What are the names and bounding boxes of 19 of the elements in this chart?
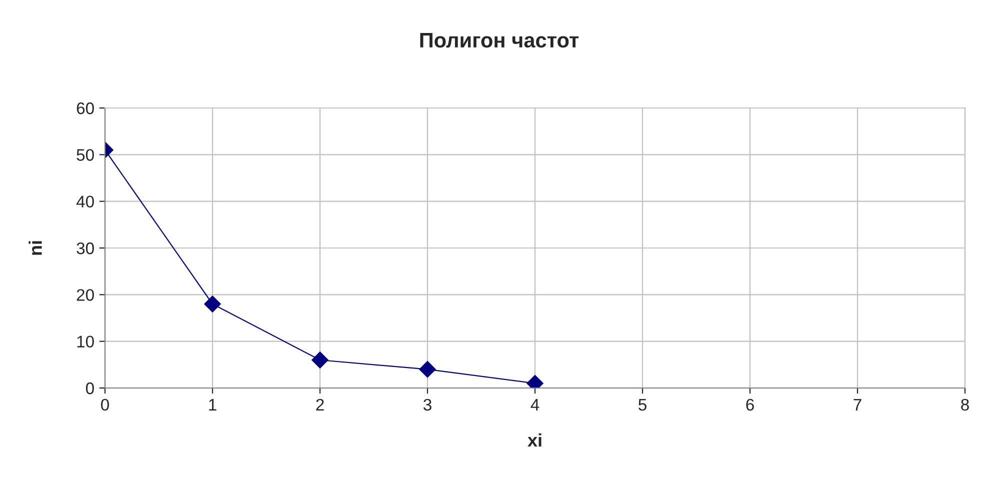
x-tick-label: 4: [530, 399, 540, 410]
chart-title: Полигон частот: [420, 33, 579, 48]
x-tick-label: 7: [854, 399, 862, 410]
y-tick-label: 50: [76, 149, 94, 161]
x-axis-title: xi: [528, 433, 542, 446]
x-tick-label: 8: [961, 398, 969, 411]
x-tick-label: 6: [746, 398, 754, 411]
x-tick-label: 3: [424, 398, 432, 411]
y-tick-label: 40: [76, 196, 94, 208]
y-tick-label: 20: [76, 289, 94, 301]
x-tick-label: 0: [101, 398, 109, 411]
x-tick-label: 2: [316, 398, 324, 410]
y-tick-label: 10: [77, 336, 94, 348]
x-tick-label: 1: [209, 399, 216, 410]
y-tick-label: 30: [76, 242, 94, 254]
y-tick-label: 0: [86, 382, 94, 394]
y-axis-title: ni: [28, 241, 42, 255]
y-tick-label: 60: [76, 102, 94, 114]
x-tick-label: 5: [638, 399, 646, 411]
